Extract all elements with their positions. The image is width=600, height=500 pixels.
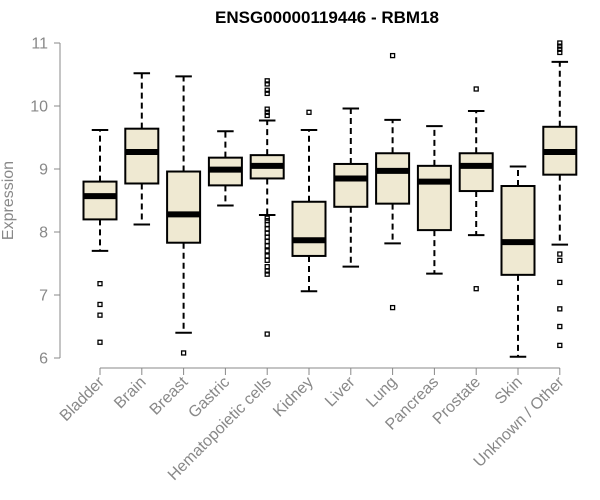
- outlier-point: [264, 106, 270, 112]
- outlier-point: [264, 90, 270, 97]
- outlier-point: [264, 257, 270, 264]
- box-breast: [166, 75, 202, 356]
- box-gastric: [207, 130, 243, 207]
- outlier-point: [557, 46, 563, 52]
- box-unknown-other: [542, 40, 578, 349]
- x-tick-label: Breast: [147, 373, 192, 418]
- outlier-point: [97, 281, 103, 287]
- outlier-point: [264, 248, 270, 254]
- box-lung: [375, 52, 411, 311]
- outlier-point: [264, 331, 270, 337]
- outlier-point: [557, 323, 563, 330]
- outlier-point: [557, 49, 563, 56]
- iqr-box: [166, 170, 202, 244]
- outlier-point: [264, 263, 270, 270]
- outlier-point: [264, 234, 270, 240]
- box-brain: [124, 72, 160, 226]
- iqr-box: [291, 200, 327, 257]
- plot-area: [82, 40, 578, 358]
- x-tick-label: Kidney: [270, 374, 317, 421]
- box-prostate: [458, 86, 494, 292]
- x-tick-label: Bladder: [57, 373, 108, 424]
- outlier-point: [306, 109, 312, 115]
- outlier-point: [264, 87, 270, 93]
- outlier-point: [264, 112, 270, 119]
- x-tick-label: Skin: [492, 374, 526, 408]
- outlier-point: [557, 40, 563, 46]
- x-tick-label: Liver: [322, 373, 359, 410]
- outlier-point: [97, 339, 103, 345]
- y-tick-label: 10: [30, 99, 48, 116]
- outlier-point: [264, 226, 270, 232]
- outlier-point: [389, 52, 396, 59]
- box-skin: [500, 165, 536, 358]
- box-kidney: [291, 109, 327, 293]
- y-tick-label: 7: [39, 288, 48, 305]
- iqr-box: [416, 164, 452, 232]
- y-tick-label: 9: [39, 162, 48, 179]
- iqr-box: [458, 152, 494, 193]
- outlier-point: [557, 43, 563, 49]
- iqr-box: [500, 185, 536, 276]
- y-axis-label: Expression: [0, 161, 17, 240]
- iqr-box: [124, 127, 160, 185]
- outlier-point: [264, 238, 270, 245]
- outlier-point: [264, 253, 270, 259]
- iqr-box: [375, 152, 411, 205]
- outlier-point: [180, 350, 187, 356]
- outlier-point: [264, 221, 270, 228]
- outlier-point: [264, 78, 270, 84]
- y-axis: 6 7 8 9 10 11: [30, 36, 61, 368]
- y-tick-label: 11: [31, 36, 48, 53]
- outlier-point: [264, 109, 270, 115]
- outlier-point: [264, 271, 270, 277]
- x-tick-label: Brain: [111, 374, 149, 412]
- outlier-point: [389, 304, 396, 311]
- y-tick-label: 8: [39, 225, 48, 242]
- outlier-point: [97, 312, 103, 318]
- outlier-point: [264, 81, 270, 87]
- outlier-point: [557, 279, 563, 286]
- box-pancreas: [416, 125, 452, 275]
- y-tick-label: 6: [39, 351, 48, 368]
- box-hematopoietic-cells: [249, 78, 285, 337]
- box-liver: [333, 107, 369, 268]
- outlier-point: [557, 342, 563, 349]
- outlier-point: [264, 268, 270, 274]
- chart-title: ENSG00000119446 - RBM18: [215, 8, 439, 27]
- outlier-point: [473, 286, 479, 292]
- outlier-point: [557, 257, 563, 264]
- outlier-point: [473, 86, 479, 92]
- iqr-box: [333, 162, 369, 208]
- outlier-point: [557, 306, 563, 312]
- x-tick-label: Lung: [363, 374, 400, 411]
- box-bladder: [82, 128, 118, 345]
- outlier-point: [557, 251, 563, 257]
- iqr-box: [82, 180, 118, 221]
- outlier-point: [97, 301, 103, 308]
- outlier-point: [264, 243, 270, 249]
